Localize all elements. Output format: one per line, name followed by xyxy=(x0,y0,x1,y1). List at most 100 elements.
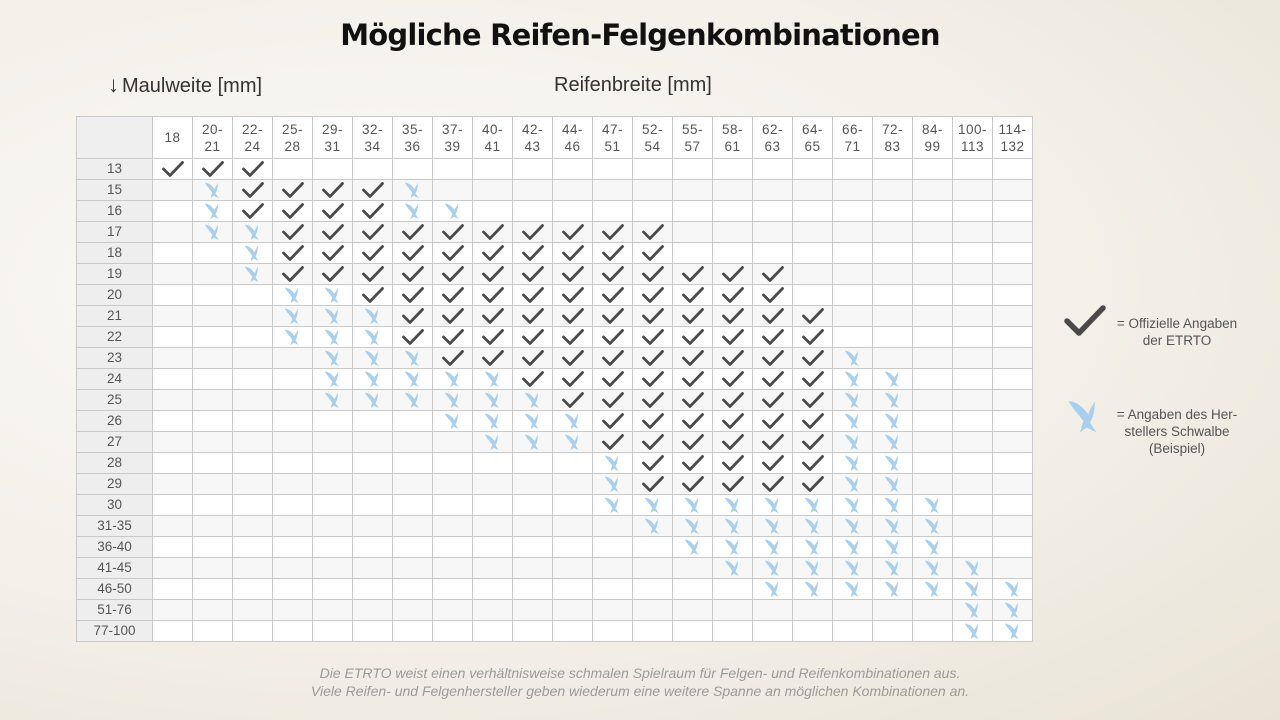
column-header-text: 37- xyxy=(441,121,463,137)
grid-cell xyxy=(512,221,553,243)
grid-cell xyxy=(432,305,473,327)
grid-cell xyxy=(552,494,593,516)
grid-cell xyxy=(832,179,873,201)
grid-cell xyxy=(752,431,793,453)
grid-cell xyxy=(832,452,873,474)
grid-cell xyxy=(552,368,593,390)
grid-cell xyxy=(272,410,313,432)
grid-cell xyxy=(312,368,353,390)
row-header: 17 xyxy=(76,221,153,243)
grid-cell xyxy=(352,368,393,390)
grid-cell xyxy=(592,221,633,243)
grid-cell xyxy=(992,221,1033,243)
row-header: 27 xyxy=(76,431,153,453)
column-header: 58- 61 xyxy=(712,116,753,159)
swallow-icon xyxy=(364,329,379,346)
grid-cell xyxy=(232,242,273,264)
swallow-icon xyxy=(844,350,859,367)
column-header: 32- 34 xyxy=(352,116,393,159)
grid-cell xyxy=(992,368,1033,390)
grid-cell xyxy=(432,410,473,432)
grid-cell xyxy=(352,620,393,642)
checkmark-icon xyxy=(281,182,304,198)
grid-cell xyxy=(632,578,673,600)
checkmark-icon xyxy=(761,329,784,345)
grid-cell xyxy=(472,515,513,537)
grid-cell xyxy=(592,347,633,369)
grid-cell xyxy=(632,515,673,537)
checkmark-icon xyxy=(761,392,784,408)
grid-cell xyxy=(912,431,953,453)
checkmark-icon xyxy=(681,392,704,408)
grid-cell xyxy=(512,431,553,453)
column-header: 35- 36 xyxy=(392,116,433,159)
grid-cell xyxy=(712,179,753,201)
checkmark-icon xyxy=(641,476,664,492)
checkmark-icon xyxy=(641,455,664,471)
grid-cell xyxy=(432,557,473,579)
grid-cell xyxy=(352,389,393,411)
checkmark-icon xyxy=(161,161,184,177)
grid-cell xyxy=(552,305,593,327)
grid-cell xyxy=(352,326,393,348)
grid-cell xyxy=(312,515,353,537)
grid-cell xyxy=(432,536,473,558)
column-header-text: 55- xyxy=(681,121,703,137)
swallow-icon xyxy=(764,497,779,514)
grid-cell xyxy=(272,158,313,180)
grid-cell xyxy=(712,494,753,516)
grid-cell xyxy=(152,242,193,264)
grid-cell xyxy=(152,263,193,285)
grid-cell xyxy=(352,179,393,201)
grid-cell xyxy=(392,284,433,306)
column-header: 42- 43 xyxy=(512,116,553,159)
grid-cell xyxy=(832,620,873,642)
arrow-down-icon: ↓ xyxy=(108,72,119,97)
grid-cell xyxy=(552,179,593,201)
swallow-icon xyxy=(444,203,459,220)
grid-cell xyxy=(912,347,953,369)
swallow-icon xyxy=(404,203,419,220)
grid-cell xyxy=(392,305,433,327)
table-row: 24 xyxy=(76,368,1033,390)
grid-cell xyxy=(312,242,353,264)
swallow-icon xyxy=(884,434,899,451)
grid-cell xyxy=(152,158,193,180)
grid-cell xyxy=(152,347,193,369)
row-header: 18 xyxy=(76,242,153,264)
row-header: 24 xyxy=(76,368,153,390)
grid-cell xyxy=(392,179,433,201)
grid-cell xyxy=(592,515,633,537)
grid-cell xyxy=(312,620,353,642)
checkmark-icon xyxy=(441,350,464,366)
column-header-text: 63 xyxy=(764,138,781,154)
grid-cell xyxy=(752,284,793,306)
swallow-icon xyxy=(364,308,379,325)
grid-cell xyxy=(872,158,913,180)
grid-cell xyxy=(872,536,913,558)
grid-cell xyxy=(432,599,473,621)
grid-cell xyxy=(632,557,673,579)
column-header-text: 46 xyxy=(564,138,581,154)
column-header: 22- 24 xyxy=(232,116,273,159)
grid-cell xyxy=(272,305,313,327)
grid-cell xyxy=(432,347,473,369)
grid-cell xyxy=(472,158,513,180)
swallow-icon xyxy=(204,203,219,220)
checkmark-icon xyxy=(761,455,784,471)
checkmark-icon xyxy=(321,203,344,219)
grid-cell xyxy=(592,158,633,180)
grid-cell xyxy=(552,431,593,453)
grid-cell xyxy=(352,431,393,453)
grid-cell xyxy=(552,200,593,222)
grid-cell xyxy=(232,179,273,201)
grid-cell xyxy=(712,368,753,390)
row-header: 31-35 xyxy=(76,515,153,537)
grid-cell xyxy=(872,515,913,537)
grid-cell xyxy=(632,326,673,348)
grid-cell xyxy=(392,242,433,264)
column-header-text: 35- xyxy=(401,121,423,137)
checkmark-icon xyxy=(441,266,464,282)
column-header: 25- 28 xyxy=(272,116,313,159)
grid-cell xyxy=(152,578,193,600)
